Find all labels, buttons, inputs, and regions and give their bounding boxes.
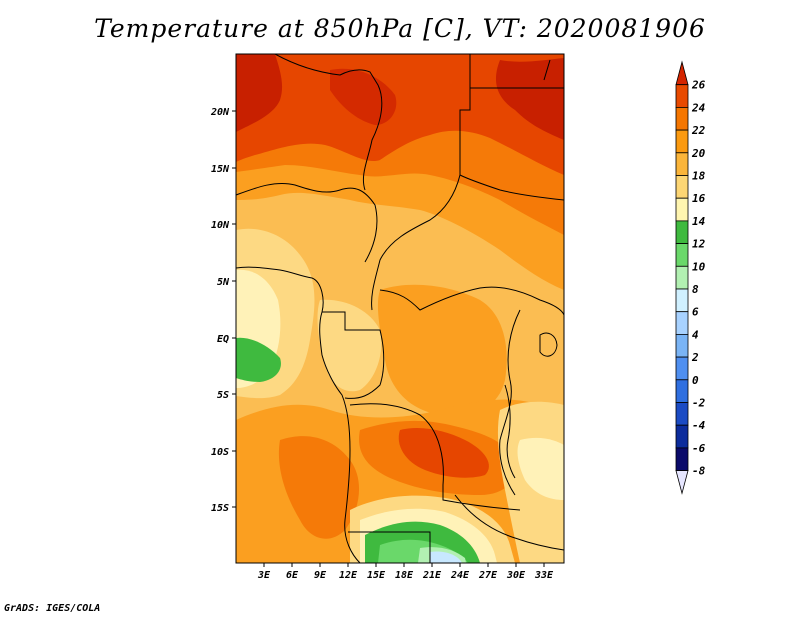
- colorbar-bin: [675, 129, 689, 154]
- map-frame: [235, 53, 565, 564]
- chart-title: Temperature at 850hPa [C], VT: 202008190…: [94, 14, 706, 43]
- field-band-26-center: [330, 68, 397, 125]
- field-band-20-congo: [377, 284, 507, 417]
- lat-label-eq: EQ: [217, 334, 229, 345]
- colorbar-label: 12: [692, 238, 706, 251]
- colorbar-label: 22: [691, 124, 706, 137]
- lon-label-24e: 24E: [450, 570, 470, 581]
- border-car: [379, 286, 564, 316]
- border-sudan-east: [470, 59, 564, 89]
- colorbar-label: 14: [692, 215, 706, 228]
- colorbar-label: -8: [692, 465, 706, 478]
- lon-label-30e: 30E: [506, 570, 526, 581]
- field-band-26-northeast: [495, 58, 564, 140]
- colorbar-bin: [675, 220, 689, 244]
- field-band-24-angola: [398, 428, 489, 478]
- field-band-12-west: [236, 337, 281, 382]
- temperature-field: [236, 54, 564, 563]
- colorbar-bin: [675, 175, 689, 199]
- colorbar-bin: [675, 197, 689, 222]
- colorbar-label: -2: [692, 397, 706, 410]
- border-chad-sudan: [371, 174, 461, 311]
- coastline-west-africa: [236, 266, 361, 563]
- colorbar-label: 20: [691, 147, 706, 160]
- colorbar-bin: [675, 107, 689, 131]
- colorbar-label: 4: [692, 328, 699, 341]
- colorbar-label: 0: [692, 374, 699, 387]
- colorbar-bin: [675, 379, 689, 403]
- field-band-24-north: [236, 54, 564, 175]
- colorbar-bin: [675, 311, 689, 335]
- lon-label-21e: 21E: [422, 570, 442, 581]
- lon-label-6e: 6E: [286, 570, 299, 581]
- country-borders: [236, 54, 564, 563]
- border-zambia: [454, 494, 564, 551]
- colorbar-label: 24: [691, 101, 706, 114]
- lat-label-10s: 10S: [211, 447, 229, 458]
- lon-axis: 3E 6E 9E 12E 15E 18E 21E 24E 27E 30E 33E: [257, 563, 554, 581]
- colorbar-label: 18: [692, 170, 706, 183]
- colorbar-bin: [675, 402, 689, 426]
- colorbar-label: 8: [692, 283, 699, 296]
- colorbar-label: 6: [692, 306, 699, 319]
- border-angola: [349, 403, 521, 511]
- colorbar-label: 26: [691, 79, 706, 92]
- grads-credit: GrADS: IGES/COLA: [4, 603, 101, 614]
- lat-label-5n: 5N: [217, 277, 230, 288]
- lat-label-15s: 15S: [211, 503, 229, 514]
- colorbar-bin: [675, 333, 689, 358]
- colorbar-label: 10: [692, 260, 706, 273]
- field-band-16-gabon: [317, 299, 382, 392]
- colorbar-bin: [675, 356, 689, 381]
- field-band-26-north: [236, 54, 283, 132]
- lat-label-15n: 15N: [211, 164, 230, 175]
- colorbar-bin: [675, 243, 689, 267]
- colorbar-bin: [675, 84, 689, 108]
- colorbar-label: -4: [692, 419, 706, 432]
- lake-tanganyika: [504, 384, 516, 479]
- colorbar-bin: [675, 447, 689, 471]
- lon-label-9e: 9E: [314, 570, 327, 581]
- lat-axis: 20N 15N 10N 5N EQ 5S 10S 15S: [210, 107, 236, 514]
- colorbar-bin: [675, 152, 689, 176]
- colorbar-bin: [675, 288, 689, 313]
- lon-label-33e: 33E: [534, 570, 554, 581]
- field-band-14-east: [517, 437, 564, 500]
- colorbar-overflow-bottom: [675, 470, 689, 495]
- lat-label-5s: 5S: [217, 390, 229, 401]
- colorbar-label: 16: [692, 192, 706, 205]
- field-band-6-namibia: [430, 551, 462, 563]
- lon-label-3e: 3E: [257, 570, 271, 581]
- border-namibia: [348, 531, 431, 563]
- border-nigeria: [236, 182, 378, 263]
- colorbar-overflow-top: [675, 60, 689, 86]
- colorbar-bin: [675, 265, 689, 290]
- colorbar-label: 2: [691, 351, 699, 364]
- lon-label-18e: 18E: [395, 570, 414, 581]
- border-sahel-north: [274, 54, 383, 191]
- lake-victoria: [539, 332, 558, 357]
- colorbar-bin: [675, 424, 689, 449]
- lon-label-12e: 12E: [339, 570, 358, 581]
- field-band-22-south: [278, 436, 360, 539]
- lat-label-10n: 10N: [211, 220, 230, 231]
- lon-label-15e: 15E: [367, 570, 386, 581]
- colorbar-label: -6: [692, 442, 706, 455]
- lat-label-20n: 20N: [210, 107, 230, 118]
- border-cameroon: [322, 311, 385, 399]
- lon-label-27e: 27E: [478, 570, 498, 581]
